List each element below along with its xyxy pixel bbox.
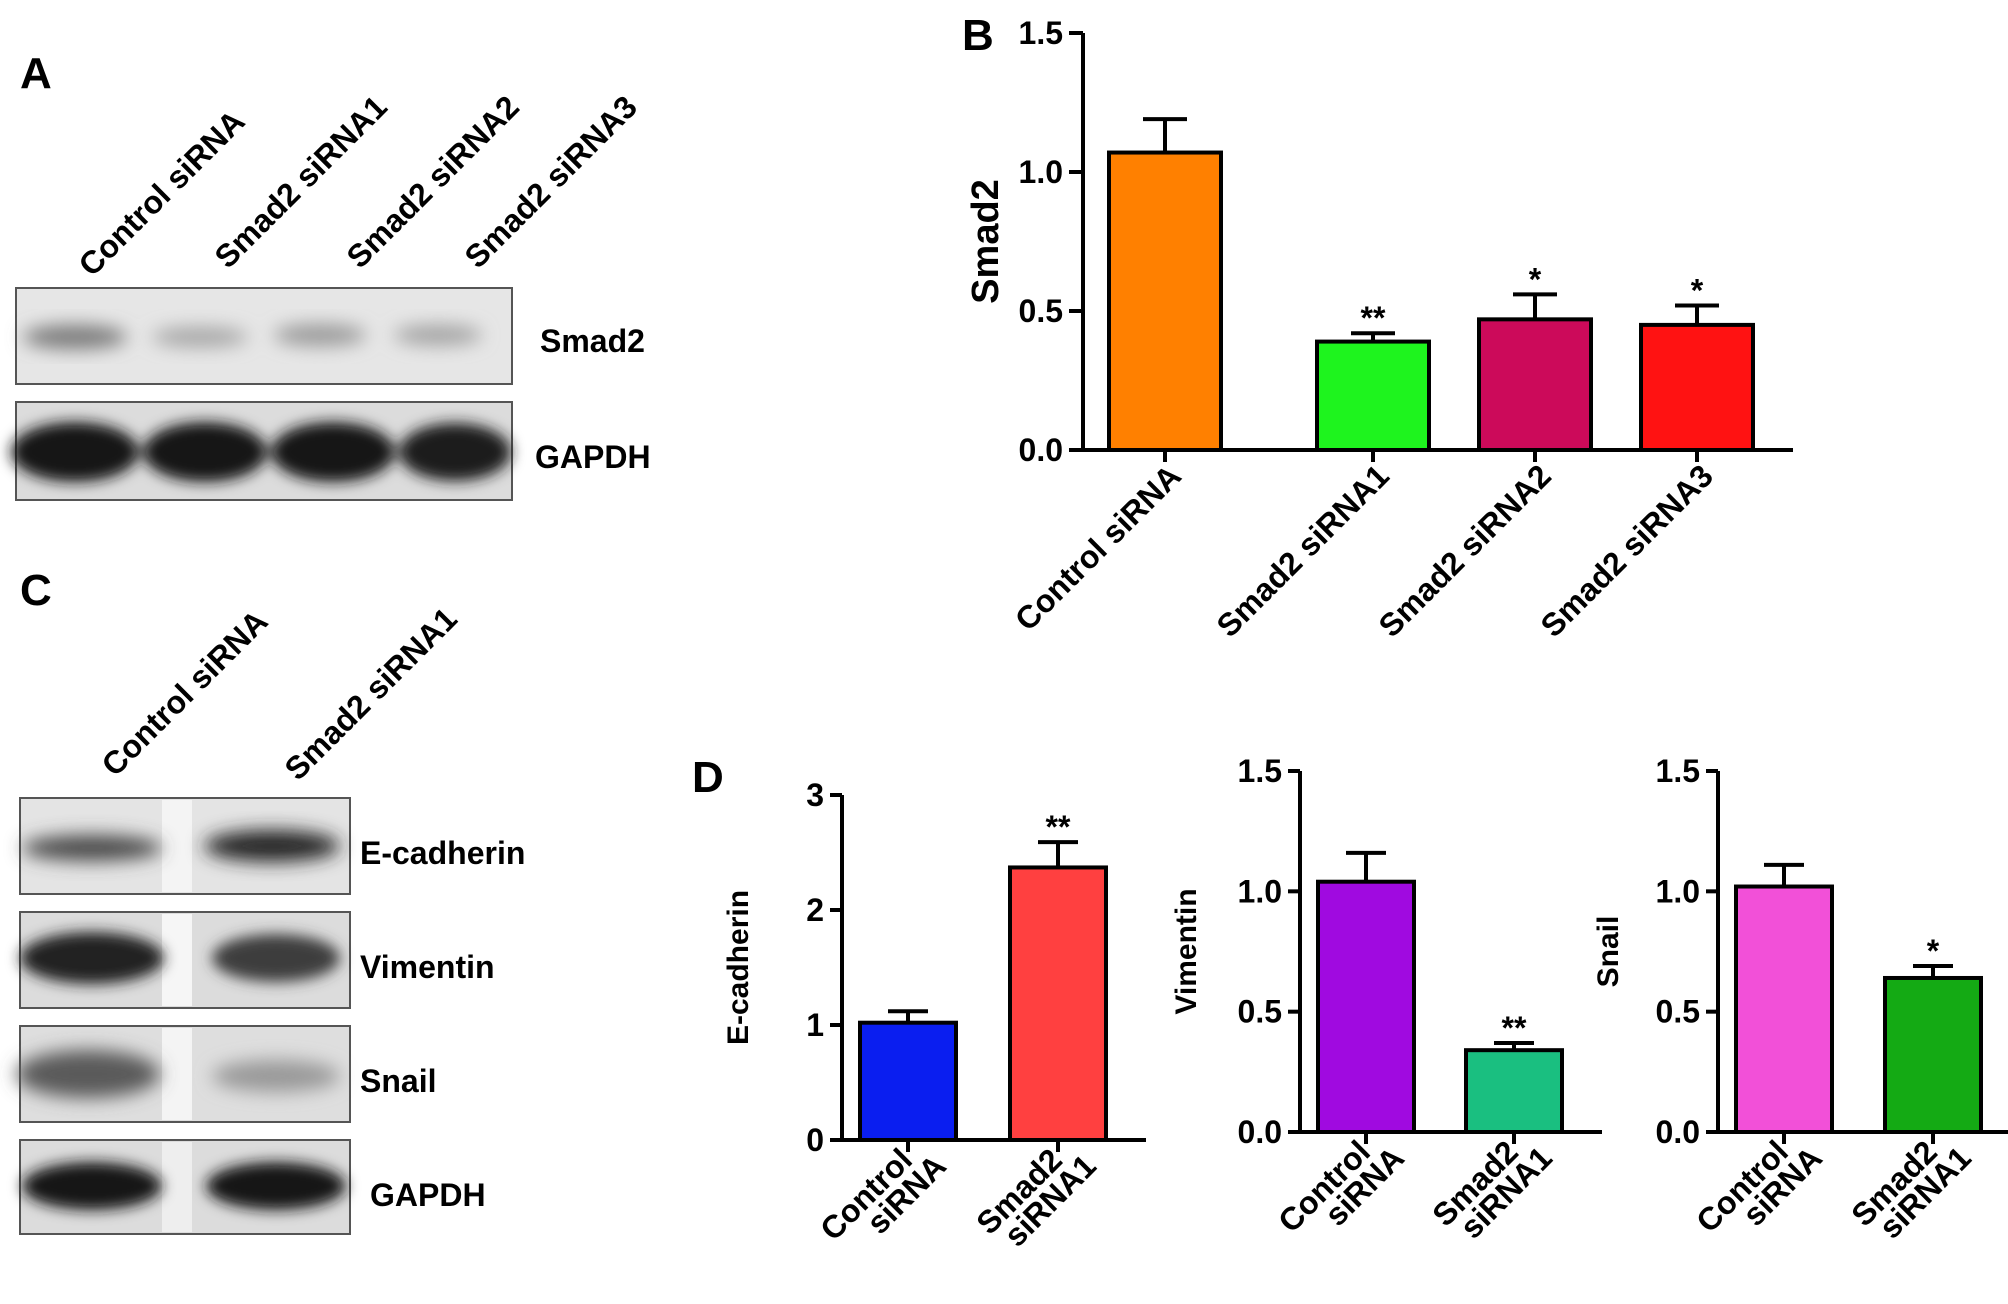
x-category-label: Smad2 siRNA2 — [1372, 457, 1558, 643]
panel-c: C Control siRNA Smad2 siRNA1 E-cadherin … — [16, 566, 525, 1235]
blot-band — [212, 934, 340, 982]
significance-marker: ** — [1502, 1010, 1527, 1046]
blot-band — [23, 325, 127, 349]
y-tick-label: 0.0 — [1656, 1114, 1700, 1150]
blot-band — [399, 423, 511, 481]
blot-strip-smad2 — [15, 287, 513, 385]
panel-letter-d: D — [692, 753, 724, 802]
blot-band — [20, 932, 164, 984]
lane-label-c-1: Control siRNA — [94, 603, 274, 783]
y-axis-title: Smad2 — [965, 179, 1007, 304]
band-label-gapdh-a: GAPDH — [535, 439, 651, 475]
y-tick-label: 1.5 — [1019, 15, 1063, 51]
blot-strip-snail — [16, 1025, 351, 1123]
lane-label-c-2: Smad2 siRNA1 — [277, 601, 463, 787]
panel-a: A Control siRNA Smad2 siRNA1 Smad2 siRNA… — [11, 49, 651, 501]
band-label-gapdh-c: GAPDH — [370, 1177, 486, 1213]
blot-band — [271, 422, 395, 482]
y-tick-label: 0.5 — [1019, 293, 1063, 329]
y-axis-title: Snail — [1592, 916, 1625, 988]
panel-letter-a: A — [20, 49, 52, 98]
panel-letter-c: C — [20, 566, 52, 615]
y-tick-label: 1 — [806, 1007, 824, 1043]
blot-strip-vimentin — [19, 911, 351, 1009]
y-tick-label: 0 — [806, 1122, 824, 1158]
y-tick-label: 2 — [806, 892, 824, 928]
blot-band — [22, 1162, 162, 1210]
band-label-snail: Snail — [360, 1063, 436, 1099]
bar — [1316, 879, 1416, 1134]
significance-marker: ** — [1046, 809, 1071, 845]
bar — [1315, 339, 1431, 452]
significance-marker: * — [1691, 272, 1704, 308]
blot-strip-gapdh-a — [11, 401, 513, 501]
blot-band — [16, 1050, 160, 1098]
x-category-label: Smad2 siRNA3 — [1534, 457, 1720, 643]
bar — [1883, 975, 1983, 1134]
panel-letter-b: B — [962, 11, 994, 60]
bar — [1639, 322, 1755, 452]
bar — [1734, 884, 1834, 1135]
blot-strip-gapdh-c — [19, 1139, 351, 1235]
bar — [1107, 150, 1223, 452]
blot-band — [274, 324, 366, 346]
significance-marker: * — [1529, 261, 1542, 297]
y-tick-label: 1.5 — [1656, 753, 1700, 789]
blot-band — [394, 325, 482, 345]
band-label-vimentin: Vimentin — [360, 949, 495, 985]
y-tick-label: 1.0 — [1019, 154, 1063, 190]
band-label-smad2: Smad2 — [540, 323, 645, 359]
y-tick-label: 0.5 — [1656, 994, 1700, 1030]
significance-marker: ** — [1361, 300, 1386, 336]
y-tick-label: 3 — [806, 777, 824, 813]
y-tick-label: 0.0 — [1238, 1114, 1282, 1150]
y-axis-title: Vimentin — [1170, 888, 1203, 1014]
blot-band — [143, 422, 267, 482]
band-label-ecadherin: E-cadherin — [360, 835, 525, 871]
significance-marker: * — [1927, 933, 1940, 969]
blot-band — [152, 327, 248, 347]
blot-band — [212, 1060, 340, 1092]
y-tick-label: 0.5 — [1238, 994, 1282, 1030]
blot-band — [206, 1162, 346, 1210]
blot-strip-ecadherin — [19, 797, 351, 895]
bar — [1464, 1048, 1564, 1135]
x-category-label: Smad2 siRNA1 — [1210, 457, 1396, 643]
y-tick-label: 0.0 — [1019, 432, 1063, 468]
y-tick-label: 1.0 — [1238, 873, 1282, 909]
blot-band — [22, 835, 162, 861]
y-tick-label: 1.0 — [1656, 873, 1700, 909]
blot-band — [204, 830, 340, 862]
bar — [858, 1020, 958, 1143]
x-category-label: Control siRNA — [1008, 457, 1188, 637]
y-tick-label: 1.5 — [1238, 753, 1282, 789]
blot-band — [11, 422, 139, 482]
y-axis-title: E-cadherin — [722, 890, 755, 1045]
bar — [1477, 317, 1593, 452]
bar — [1008, 865, 1108, 1142]
